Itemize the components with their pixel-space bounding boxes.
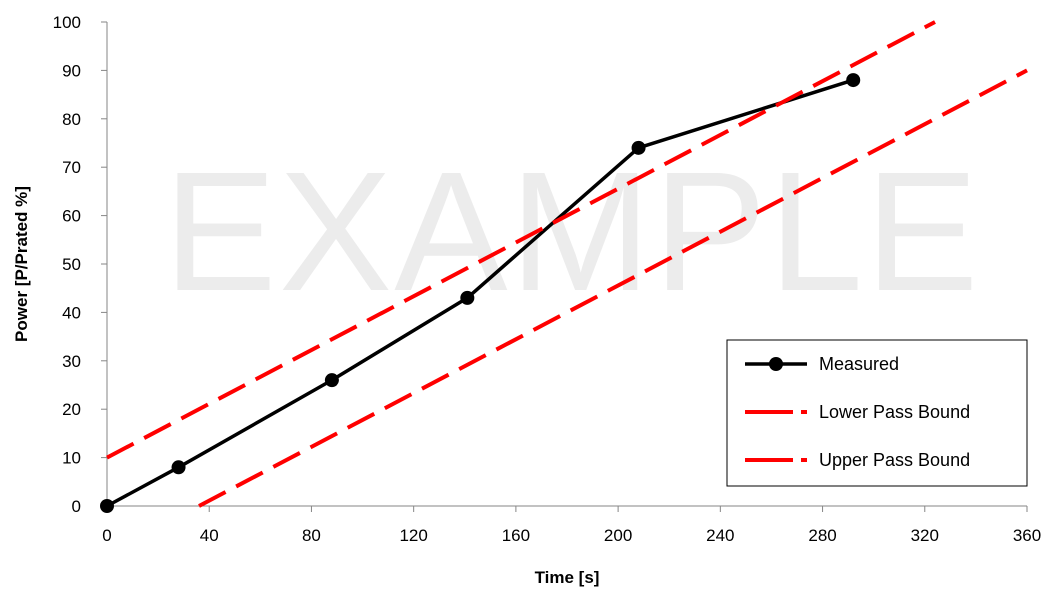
- x-tick-label: 120: [399, 526, 427, 545]
- x-tick-label: 40: [200, 526, 219, 545]
- x-tick-label: 320: [911, 526, 939, 545]
- x-tick-label: 160: [502, 526, 530, 545]
- x-tick-label: 80: [302, 526, 321, 545]
- legend-label-upper-pass-bound: Upper Pass Bound: [819, 450, 970, 470]
- y-tick-label: 30: [62, 352, 81, 371]
- y-tick-label: 100: [53, 13, 81, 32]
- legend-marker-measured: [769, 357, 783, 371]
- lower-pass-bound-line: [106, 20, 936, 460]
- y-tick-label: 70: [62, 158, 81, 177]
- y-tick-label: 80: [62, 110, 81, 129]
- upper-pass-bound-line: [198, 68, 1028, 508]
- watermark-text: EXAMPLE: [163, 137, 980, 327]
- y-tick-label: 40: [62, 303, 81, 322]
- y-ticks: 0 10 20 30 40 50 60 70 80 90 100: [53, 13, 107, 516]
- x-axis-title: Time [s]: [535, 568, 600, 587]
- y-tick-label: 50: [62, 255, 81, 274]
- x-tick-label: 360: [1013, 526, 1041, 545]
- y-tick-label: 60: [62, 207, 81, 226]
- y-tick-label: 10: [62, 449, 81, 468]
- measured-point: [631, 140, 646, 155]
- legend-label-measured: Measured: [819, 354, 899, 374]
- plot-area: [100, 20, 1028, 513]
- x-tick-label: 0: [102, 526, 111, 545]
- x-tick-label: 200: [604, 526, 632, 545]
- measured-point: [460, 290, 475, 305]
- measured-point: [100, 499, 114, 513]
- legend-label-lower-pass-bound: Lower Pass Bound: [819, 402, 970, 422]
- x-ticks: 0 40 80 120 160 200 240 280 320 360: [102, 506, 1041, 545]
- measured-line: [106, 78, 854, 508]
- measured-point: [324, 373, 339, 388]
- x-tick-label: 280: [808, 526, 836, 545]
- y-tick-label: 90: [62, 61, 81, 80]
- y-axis-title: Power [P/Prated %]: [12, 186, 31, 342]
- y-tick-label: 0: [72, 497, 81, 516]
- legend: Measured Lower Pass Bound Upper Pass Bound: [726, 339, 1028, 487]
- measured-point: [846, 73, 861, 88]
- measured-point: [171, 460, 186, 475]
- y-tick-label: 20: [62, 400, 81, 419]
- x-tick-label: 240: [706, 526, 734, 545]
